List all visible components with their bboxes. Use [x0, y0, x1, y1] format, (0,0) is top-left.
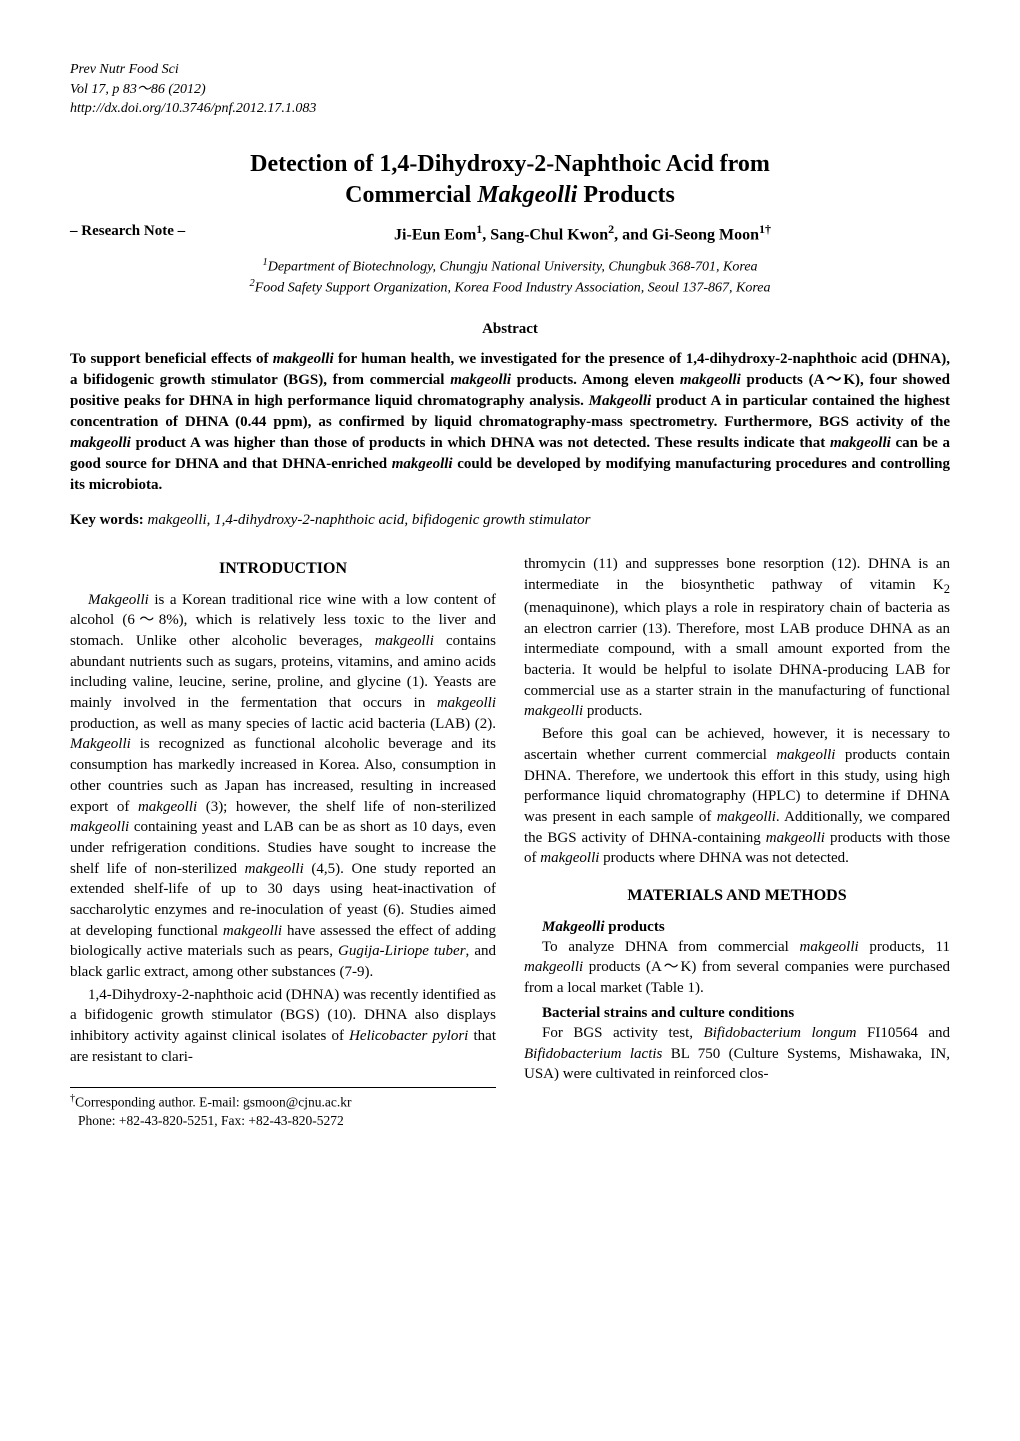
- note-authors-row: – Research Note – Ji-Eun Eom1, Sang-Chul…: [70, 221, 950, 246]
- footnote: †Corresponding author. E-mail: gsmoon@cj…: [70, 1092, 496, 1130]
- keywords: Key words: makgeolli, 1,4-dihydroxy-2-na…: [70, 510, 950, 530]
- abstract-heading: Abstract: [70, 319, 950, 339]
- affiliation-2: 2Food Safety Support Organization, Korea…: [70, 277, 950, 298]
- intro-p4: Before this goal can be achieved, howeve…: [524, 724, 950, 869]
- title-block: Detection of 1,4-Dihydroxy-2-Naphthoic A…: [70, 149, 950, 211]
- sub2-body: For BGS activity test, Bifidobacterium l…: [524, 1023, 950, 1085]
- introduction-heading: INTRODUCTION: [70, 558, 496, 580]
- title-italic: Makgeolli: [477, 182, 577, 208]
- footnote-rule: [70, 1087, 496, 1088]
- article-title-line1: Detection of 1,4-Dihydroxy-2-Naphthoic A…: [70, 149, 950, 180]
- column-right: thromycin (11) and suppresses bone resor…: [524, 554, 950, 1130]
- affiliation-1: 1Department of Biotechnology, Chungju Na…: [70, 256, 950, 277]
- materials-heading: MATERIALS AND METHODS: [524, 885, 950, 907]
- intro-p3: thromycin (11) and suppresses bone resor…: [524, 554, 950, 722]
- sub1-body: To analyze DHNA from commercial makgeoll…: [524, 937, 950, 999]
- research-note: – Research Note –: [70, 221, 185, 241]
- keywords-label: Key words:: [70, 512, 144, 528]
- journal-volume: Vol 17, p 83～86 (2012): [70, 80, 950, 100]
- journal-name: Prev Nutr Food Sci: [70, 60, 950, 80]
- keywords-text: makgeolli, 1,4-dihydroxy-2-naphthoic aci…: [148, 512, 591, 528]
- authors: Ji-Eun Eom1, Sang-Chul Kwon2, and Gi-Seo…: [215, 221, 950, 246]
- abstract-body: To support beneficial effects of makgeol…: [70, 349, 950, 496]
- article-title-line2: Commercial Makgeolli Products: [70, 180, 950, 211]
- intro-p2: 1,4-Dihydroxy-2-naphthoic acid (DHNA) wa…: [70, 985, 496, 1068]
- journal-doi: http://dx.doi.org/10.3746/pnf.2012.17.1.…: [70, 99, 950, 119]
- title-suffix: Products: [577, 182, 675, 208]
- journal-info: Prev Nutr Food Sci Vol 17, p 83～86 (2012…: [70, 60, 950, 119]
- two-column-body: INTRODUCTION Makgeolli is a Korean tradi…: [70, 554, 950, 1130]
- title-prefix: Commercial: [345, 182, 477, 208]
- sub2-heading: Bacterial strains and culture conditions: [524, 1003, 950, 1023]
- sub1-heading: Makgeolli products: [524, 917, 950, 937]
- affiliations: 1Department of Biotechnology, Chungju Na…: [70, 256, 950, 299]
- column-left: INTRODUCTION Makgeolli is a Korean tradi…: [70, 554, 496, 1130]
- footnote-line1: †Corresponding author. E-mail: gsmoon@cj…: [70, 1092, 496, 1112]
- footnote-line2: Phone: +82-43-820-5251, Fax: +82-43-820-…: [70, 1112, 496, 1130]
- intro-p1: Makgeolli is a Korean traditional rice w…: [70, 590, 496, 983]
